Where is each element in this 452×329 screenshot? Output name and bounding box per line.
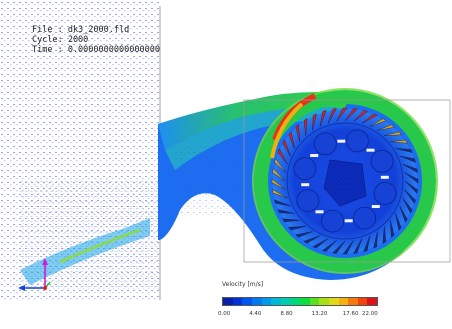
legend-swatch <box>300 298 310 305</box>
legend-swatch <box>242 298 252 305</box>
impeller-blade <box>288 131 295 149</box>
legend-tick-label: 17.60 <box>342 311 359 317</box>
impeller-blade <box>282 139 291 157</box>
impeller-blade <box>353 110 368 122</box>
impeller-blade <box>288 226 306 231</box>
legend-tick-label: 4.40 <box>249 311 262 317</box>
impeller-blade <box>382 226 387 244</box>
impeller-blade <box>395 148 413 153</box>
legend-swatch <box>328 298 339 305</box>
impeller-blade <box>399 155 416 163</box>
impeller-blade <box>295 124 300 142</box>
impeller-blade <box>272 168 286 182</box>
impeller-blade <box>274 199 291 207</box>
impeller-hole <box>296 189 320 213</box>
cycle-label: Cycle: 2000 <box>32 35 89 45</box>
impeller-blade <box>282 218 300 223</box>
legend-title: Velocity [m/s] <box>222 281 264 288</box>
impeller-hole <box>293 157 317 181</box>
impeller-blade <box>353 238 363 254</box>
impeller-blade <box>342 240 354 255</box>
impeller-blade <box>277 209 295 214</box>
volute-outer-ring <box>254 90 436 272</box>
impeller-blade <box>303 118 308 136</box>
impeller-blade <box>395 213 402 231</box>
impeller-blade <box>390 139 408 144</box>
legend-swatch <box>338 298 349 305</box>
impeller-blade <box>402 197 413 214</box>
impeller-blade <box>332 240 346 254</box>
legend-swatch <box>232 298 243 305</box>
legend-tick-label: 0.00 <box>218 311 231 317</box>
hub-vector-field <box>325 150 365 205</box>
impeller-blade <box>274 158 286 173</box>
impeller-hole <box>370 149 394 173</box>
impeller-marker <box>337 139 346 143</box>
impeller-blade <box>312 113 317 131</box>
impeller-marker <box>344 219 353 223</box>
impeller-blade <box>402 163 418 173</box>
impeller-blade <box>404 172 419 184</box>
legend-swatch <box>280 298 291 305</box>
legend-tick-label: 22.00 <box>362 311 378 317</box>
legend-swatch <box>290 298 300 305</box>
impeller-blade <box>277 148 288 165</box>
impeller-marker <box>310 154 319 157</box>
legend-swatch <box>367 298 377 305</box>
time-label: Time : 0.0000000000000000 <box>32 45 160 55</box>
impeller-blade <box>303 235 321 244</box>
impeller-blade <box>312 238 329 249</box>
impeller-blade <box>361 113 378 124</box>
legend-tick-label: 13.20 <box>311 311 328 317</box>
impeller-inner-ring <box>286 122 404 240</box>
legend-swatch <box>309 298 320 305</box>
impeller-blade <box>399 205 408 223</box>
impeller-blade <box>404 180 418 194</box>
impeller-marker <box>380 175 389 179</box>
impeller-blade <box>322 240 337 252</box>
impeller-holes <box>293 129 397 233</box>
impeller-blade <box>373 231 378 249</box>
impeller-blade <box>336 107 348 122</box>
file-name-label: File : dk3_2000.fld <box>32 25 130 35</box>
impeller-blade <box>272 189 288 199</box>
high-velocity-zone-edge <box>270 102 304 159</box>
impeller-blade <box>404 189 416 204</box>
impeller-blade <box>295 231 313 238</box>
impeller-blades <box>271 107 419 255</box>
impeller-blade <box>271 178 286 190</box>
impeller-blade <box>390 220 395 238</box>
impeller-blade <box>363 235 371 252</box>
impeller-blade <box>384 131 402 136</box>
impeller-marker <box>301 183 310 187</box>
impeller-blade <box>319 110 327 127</box>
impeller-hole <box>321 209 345 233</box>
legend-tick-label: 8.80 <box>280 311 293 317</box>
impeller-blade <box>344 108 358 122</box>
duct-vector-field <box>170 140 250 215</box>
jet-core-streak <box>59 228 141 264</box>
grid-bounding-box <box>243 99 451 263</box>
legend-swatch <box>251 298 262 305</box>
impeller-marker <box>366 148 375 152</box>
legend-swatch <box>357 298 368 305</box>
impeller-marker <box>315 210 324 214</box>
impeller-hole <box>345 129 369 153</box>
legend-swatch <box>319 298 329 305</box>
legend-swatch <box>348 298 358 305</box>
impeller-hole <box>353 206 377 230</box>
impeller-marker <box>371 205 380 208</box>
axis-triad-icon <box>18 258 51 291</box>
impeller-blade <box>377 124 395 131</box>
legend-swatch <box>271 298 281 305</box>
impeller-blade <box>327 108 337 124</box>
legend-color-bar <box>222 297 378 306</box>
impeller-hole <box>373 181 397 205</box>
legend-swatch <box>223 298 233 305</box>
legend-swatch <box>261 298 272 305</box>
volute-outer-edge <box>252 88 438 274</box>
impeller-blade <box>369 118 387 127</box>
